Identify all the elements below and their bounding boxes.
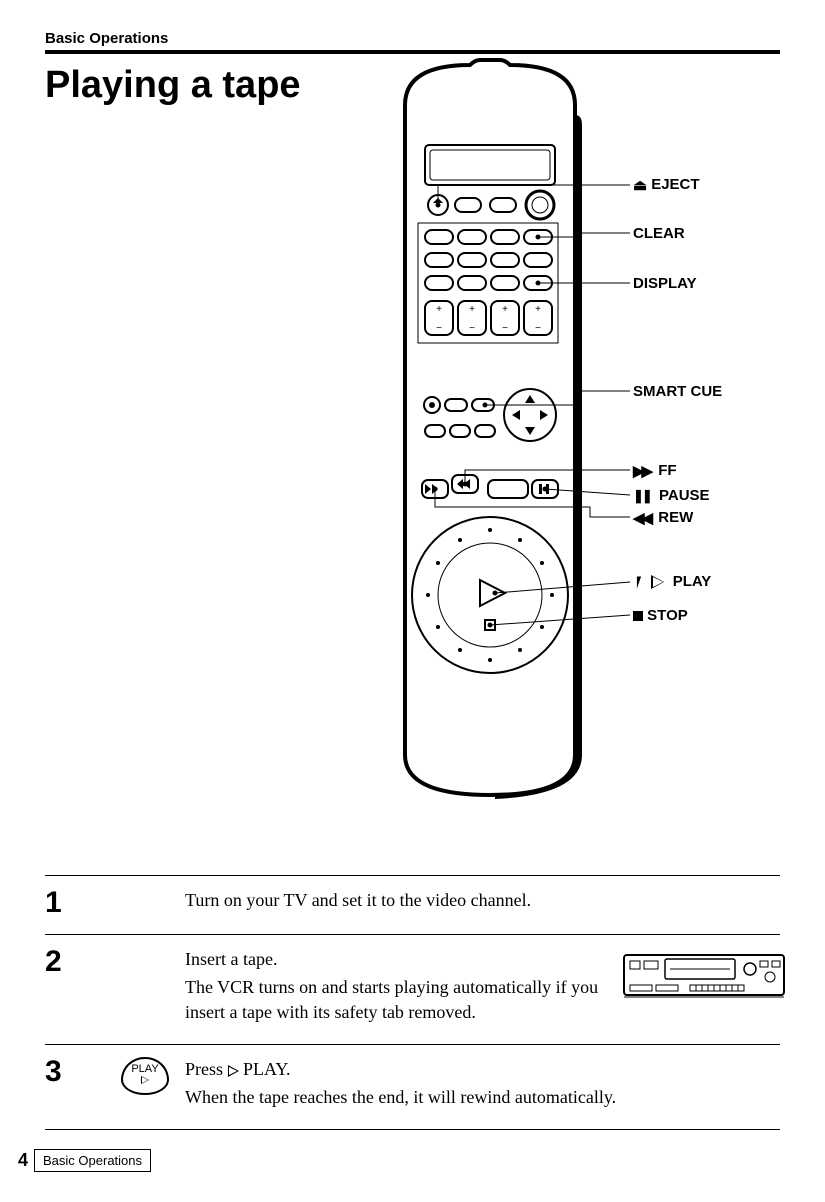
- callout-label: REW: [658, 509, 693, 526]
- svg-text:−: −: [469, 323, 475, 334]
- callout-label: PAUSE: [659, 487, 710, 504]
- callout-clear: CLEAR: [633, 225, 685, 242]
- callout-stop: STOP: [633, 607, 688, 624]
- callout-pause: ❚❚ PAUSE: [633, 487, 710, 504]
- steps-list: 1 Turn on your TV and set it to the vide…: [45, 875, 780, 1130]
- step-text: When the tape reaches the end, it will r…: [185, 1085, 780, 1109]
- callout-eject: ⏏EJECT: [633, 176, 700, 194]
- svg-text:−: −: [535, 323, 541, 334]
- callout-play: PLAY: [633, 573, 711, 590]
- ff-icon: ▶▶: [633, 462, 650, 480]
- svg-text:−: −: [436, 323, 442, 334]
- callout-ff: ▶▶ FF: [633, 462, 677, 480]
- pause-icon: ❚❚: [633, 488, 651, 504]
- callout-display: DISPLAY: [633, 275, 697, 292]
- stop-icon: [633, 611, 643, 621]
- callout-smartcue: SMART CUE: [633, 383, 722, 400]
- play-button-icon: PLAY: [121, 1057, 168, 1095]
- callout-label: STOP: [647, 607, 688, 624]
- section-header: Basic Operations: [45, 30, 780, 54]
- remote-diagram: + + + + − − − −: [330, 55, 790, 815]
- callout-label: PLAY: [673, 573, 712, 590]
- step-number: 2: [45, 947, 105, 977]
- step-text: The VCR turns on and starts playing auto…: [185, 975, 600, 1024]
- eject-icon: ⏏: [633, 176, 647, 194]
- remote-svg: + + + + − − − −: [330, 55, 790, 815]
- play-icon: [228, 1065, 239, 1077]
- vcr-illustration: [610, 947, 780, 1012]
- page-footer: 4 Basic Operations: [18, 1149, 151, 1172]
- svg-text:+: +: [535, 304, 541, 315]
- step-text: Insert a tape.: [185, 947, 600, 971]
- step-1: 1 Turn on your TV and set it to the vide…: [45, 875, 780, 934]
- play-icon: [651, 575, 664, 589]
- svg-text:−: −: [502, 323, 508, 334]
- step-number: 1: [45, 888, 105, 918]
- step-number: 3: [45, 1057, 105, 1087]
- rew-icon: ◀◀: [633, 509, 650, 527]
- page-number: 4: [18, 1150, 28, 1171]
- step-text: Press PLAY.: [185, 1057, 780, 1081]
- step-text: Turn on your TV and set it to the video …: [185, 888, 780, 912]
- callout-label: EJECT: [651, 176, 699, 193]
- svg-text:+: +: [469, 304, 475, 315]
- step-3: 3 PLAY Press PLAY. When the tape reaches…: [45, 1044, 780, 1131]
- svg-text:+: +: [502, 304, 508, 315]
- svg-text:+: +: [436, 304, 442, 315]
- callout-label: FF: [658, 462, 676, 479]
- icon-label: PLAY: [131, 1063, 158, 1075]
- step-2: 2 Insert a tape. The VCR turns on and st…: [45, 934, 780, 1044]
- callout-rew: ◀◀ REW: [633, 509, 693, 527]
- footer-section: Basic Operations: [34, 1149, 151, 1172]
